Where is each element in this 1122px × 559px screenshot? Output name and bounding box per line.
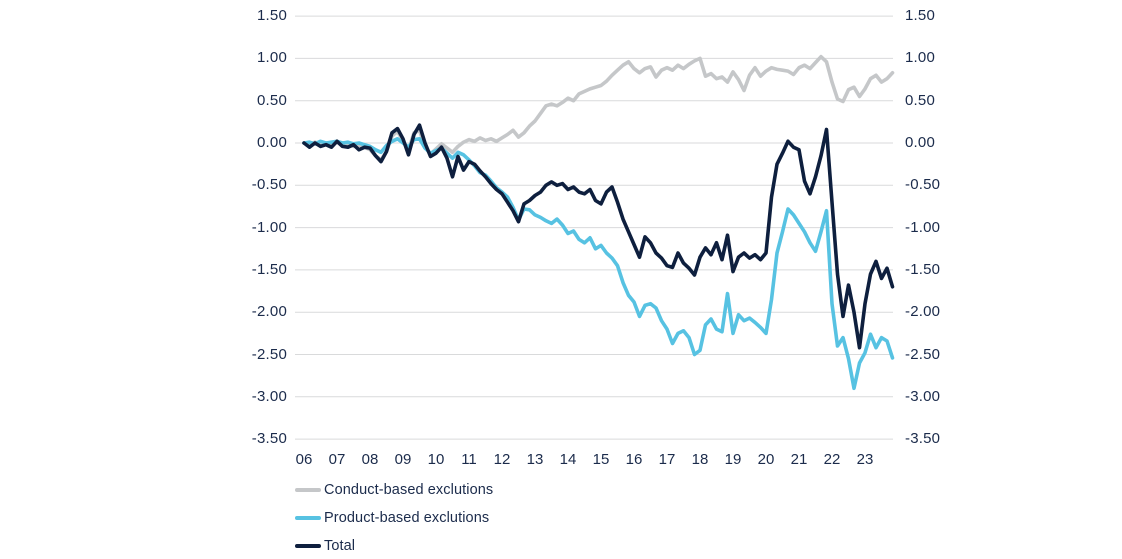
- y-axis-tick-label-right: -1.00: [905, 218, 941, 236]
- y-axis-tick-label-left: -3.00: [251, 387, 287, 405]
- series-line-conduct-based-exclutions: [302, 54, 895, 162]
- y-axis-tick-label-right: 1.00: [905, 49, 935, 67]
- x-axis-tick-label: 15: [592, 451, 610, 468]
- x-axis-tick-label: 18: [691, 451, 709, 468]
- x-axis-tick-label: 21: [790, 451, 808, 468]
- legend-swatch-conduct-based: [295, 488, 321, 492]
- y-axis-tick-label-right: -2.00: [905, 303, 941, 321]
- series-line-product-based-exclutions: [302, 137, 895, 391]
- series-line-total: [302, 123, 895, 350]
- x-axis-tick-label: 10: [427, 451, 445, 468]
- y-axis-tick-label-left: -0.50: [251, 176, 287, 194]
- legend-item-total: Total: [295, 538, 493, 554]
- y-axis-tick-label-right: -0.50: [905, 176, 941, 194]
- x-axis-tick-label: 07: [328, 451, 346, 468]
- y-axis-tick-label-right: 0.00: [905, 134, 935, 151]
- y-axis-tick-label-left: 0.00: [257, 134, 287, 151]
- x-axis-tick-label: 19: [724, 451, 742, 468]
- legend-swatch-product-based: [295, 516, 321, 520]
- legend-label-product-based: Product-based exclutions: [324, 510, 490, 526]
- x-axis-tick-label: 06: [295, 451, 313, 468]
- y-axis-tick-label-left: -2.00: [251, 303, 287, 321]
- y-axis-tick-label-left: -1.50: [251, 260, 287, 278]
- x-axis-tick-label: 20: [757, 451, 775, 468]
- x-axis-tick-label: 09: [394, 451, 412, 468]
- x-axis-tick-label: 22: [823, 451, 841, 468]
- x-axis-tick-label: 23: [856, 451, 874, 468]
- y-axis-tick-label-right: 1.50: [905, 7, 935, 25]
- y-axis-tick-label-left: 1.00: [257, 49, 287, 67]
- x-axis-tick-label: 08: [361, 451, 379, 468]
- y-axis-tick-label-left: -3.50: [251, 430, 287, 448]
- x-axis-tick-label: 17: [658, 451, 676, 468]
- legend-label-total: Total: [324, 538, 356, 554]
- legend-item-product-based: Product-based exclutions: [295, 510, 493, 526]
- legend-label-conduct-based: Conduct-based exclutions: [324, 482, 494, 498]
- x-axis-tick-label: 16: [625, 451, 643, 468]
- y-axis-tick-label-left: 1.50: [257, 7, 287, 25]
- legend-item-conduct-based: Conduct-based exclutions: [295, 482, 493, 498]
- x-axis-tick-label: 14: [559, 451, 577, 468]
- y-axis-tick-label-right: -2.50: [905, 345, 941, 363]
- x-axis-tick-label: 11: [461, 451, 477, 468]
- y-axis-tick-label-right: -1.50: [905, 260, 941, 278]
- x-axis-tick-label: 12: [493, 451, 511, 468]
- y-axis-tick-label-right: -3.50: [905, 430, 941, 448]
- y-axis-tick-label-right: 0.50: [905, 91, 935, 109]
- legend-swatch-total: [295, 544, 321, 548]
- y-axis-tick-label-left: 0.50: [257, 91, 287, 109]
- y-axis-tick-label-left: -1.00: [251, 218, 287, 236]
- y-axis-tick-label-left: -2.50: [251, 345, 287, 363]
- legend: Conduct-based exclutions Product-based e…: [295, 482, 493, 554]
- x-axis-tick-label: 13: [526, 451, 544, 468]
- y-axis-tick-label-right: -3.00: [905, 387, 941, 405]
